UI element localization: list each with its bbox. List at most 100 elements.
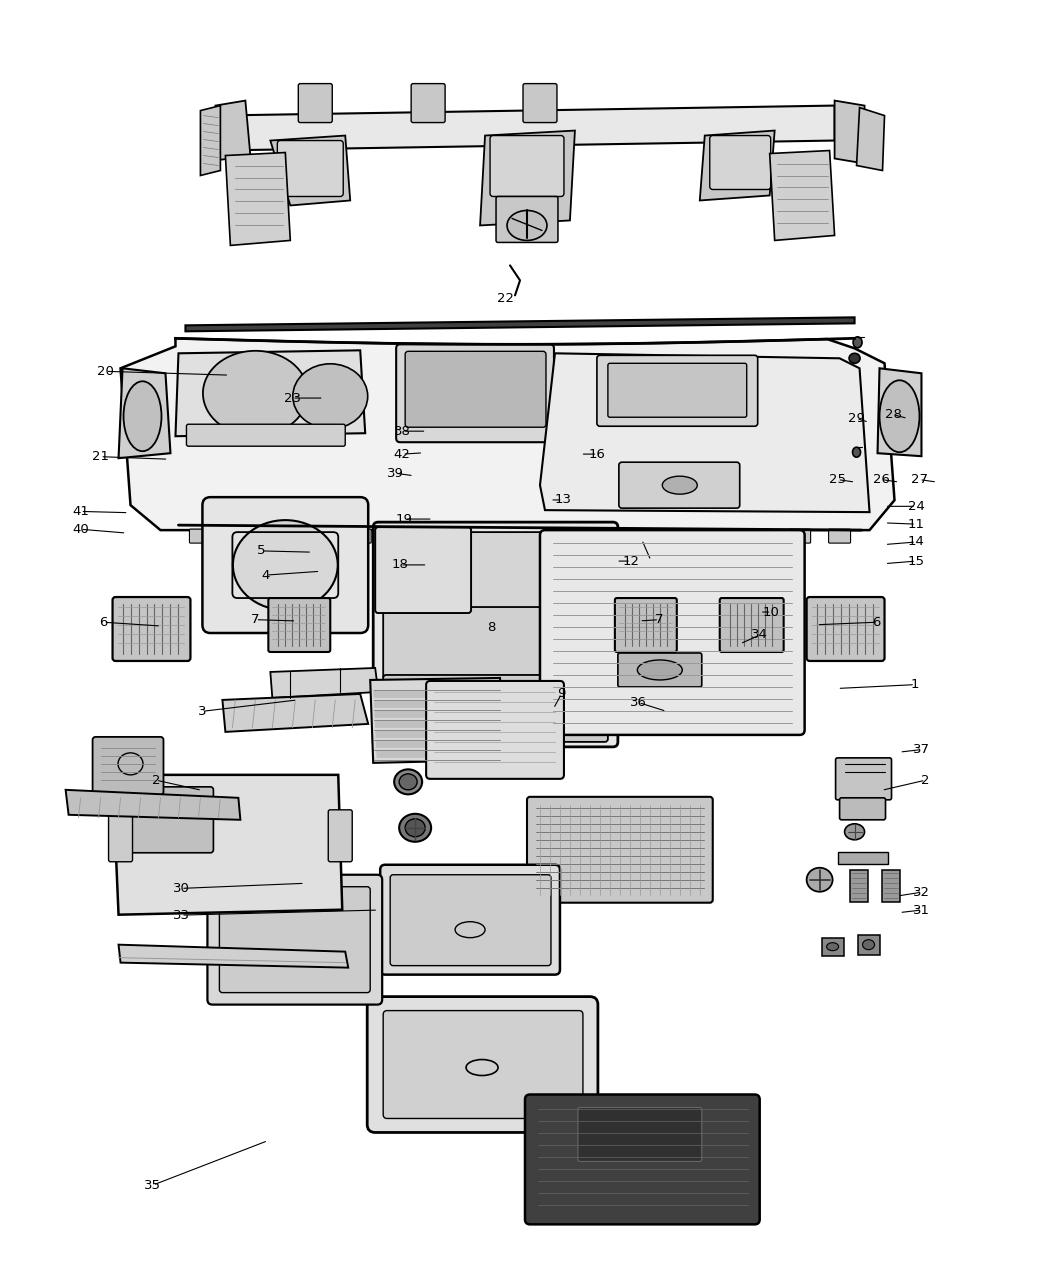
FancyBboxPatch shape [298, 84, 332, 122]
Text: 40: 40 [72, 523, 89, 536]
FancyBboxPatch shape [127, 787, 213, 853]
Ellipse shape [849, 353, 860, 363]
Ellipse shape [399, 813, 432, 842]
Polygon shape [375, 729, 499, 738]
FancyBboxPatch shape [490, 135, 564, 196]
FancyBboxPatch shape [549, 529, 571, 543]
FancyBboxPatch shape [669, 529, 691, 543]
FancyBboxPatch shape [540, 530, 804, 734]
FancyBboxPatch shape [396, 344, 554, 442]
Polygon shape [65, 789, 240, 820]
Polygon shape [215, 106, 835, 150]
Text: 13: 13 [554, 493, 571, 506]
Ellipse shape [405, 819, 425, 836]
Ellipse shape [663, 476, 697, 495]
Text: 39: 39 [386, 467, 403, 479]
Ellipse shape [399, 774, 417, 789]
Polygon shape [121, 338, 895, 530]
Polygon shape [201, 106, 220, 176]
FancyBboxPatch shape [229, 529, 251, 543]
FancyBboxPatch shape [509, 529, 531, 543]
FancyBboxPatch shape [368, 997, 597, 1132]
Polygon shape [186, 317, 855, 332]
Polygon shape [215, 101, 250, 161]
Text: 18: 18 [392, 558, 408, 571]
Polygon shape [376, 750, 498, 757]
Polygon shape [375, 720, 499, 728]
Text: 7: 7 [251, 613, 259, 626]
FancyBboxPatch shape [391, 875, 551, 965]
Text: 6: 6 [100, 616, 108, 629]
Bar [838, 852, 887, 863]
Polygon shape [226, 153, 290, 245]
FancyBboxPatch shape [380, 864, 560, 974]
Text: 29: 29 [848, 412, 865, 425]
Text: 28: 28 [884, 408, 902, 421]
Ellipse shape [394, 769, 422, 794]
Text: 32: 32 [912, 886, 930, 899]
Text: 14: 14 [907, 536, 925, 548]
Text: 10: 10 [763, 606, 780, 618]
FancyBboxPatch shape [789, 529, 811, 543]
FancyBboxPatch shape [92, 737, 164, 794]
FancyBboxPatch shape [429, 529, 452, 543]
FancyBboxPatch shape [329, 810, 352, 862]
FancyBboxPatch shape [310, 529, 331, 543]
FancyBboxPatch shape [709, 529, 731, 543]
FancyBboxPatch shape [373, 523, 617, 747]
Ellipse shape [880, 380, 920, 453]
FancyBboxPatch shape [108, 808, 132, 862]
Text: 9: 9 [558, 687, 566, 700]
FancyBboxPatch shape [203, 497, 369, 632]
Ellipse shape [124, 381, 162, 451]
Text: 31: 31 [912, 904, 930, 917]
FancyBboxPatch shape [749, 529, 771, 543]
Polygon shape [270, 668, 378, 697]
FancyBboxPatch shape [412, 84, 445, 122]
Text: 33: 33 [172, 909, 190, 922]
Text: 34: 34 [752, 629, 769, 641]
Polygon shape [699, 130, 775, 200]
Text: 1: 1 [910, 678, 920, 691]
Polygon shape [374, 700, 499, 708]
FancyBboxPatch shape [618, 463, 739, 509]
Text: 3: 3 [197, 705, 206, 718]
Text: 21: 21 [91, 450, 109, 463]
FancyBboxPatch shape [187, 425, 345, 446]
FancyBboxPatch shape [375, 527, 471, 613]
FancyBboxPatch shape [710, 135, 771, 190]
FancyBboxPatch shape [596, 356, 758, 426]
Ellipse shape [203, 351, 308, 436]
FancyBboxPatch shape [383, 532, 608, 609]
Polygon shape [376, 740, 498, 748]
FancyBboxPatch shape [806, 597, 884, 660]
Text: 36: 36 [630, 696, 647, 709]
Bar [882, 870, 900, 901]
FancyBboxPatch shape [840, 798, 885, 820]
FancyBboxPatch shape [523, 84, 556, 122]
Polygon shape [480, 130, 575, 226]
Text: 12: 12 [623, 555, 639, 567]
Text: 41: 41 [72, 505, 89, 518]
Text: 4: 4 [261, 569, 270, 581]
Text: 26: 26 [874, 473, 890, 486]
Polygon shape [835, 101, 864, 163]
Text: 15: 15 [907, 555, 925, 567]
Polygon shape [270, 135, 351, 205]
Ellipse shape [844, 824, 864, 840]
FancyBboxPatch shape [469, 529, 491, 543]
Bar [821, 937, 843, 956]
Text: 23: 23 [284, 391, 300, 404]
Ellipse shape [853, 448, 861, 458]
FancyBboxPatch shape [112, 597, 190, 660]
Text: 19: 19 [396, 513, 413, 525]
FancyBboxPatch shape [383, 674, 608, 742]
Text: 27: 27 [910, 473, 928, 486]
FancyBboxPatch shape [383, 607, 608, 680]
Ellipse shape [627, 543, 637, 553]
FancyBboxPatch shape [525, 1094, 760, 1224]
Ellipse shape [528, 536, 542, 555]
Text: 8: 8 [487, 621, 496, 634]
FancyBboxPatch shape [578, 1108, 701, 1162]
Text: 6: 6 [873, 616, 881, 629]
